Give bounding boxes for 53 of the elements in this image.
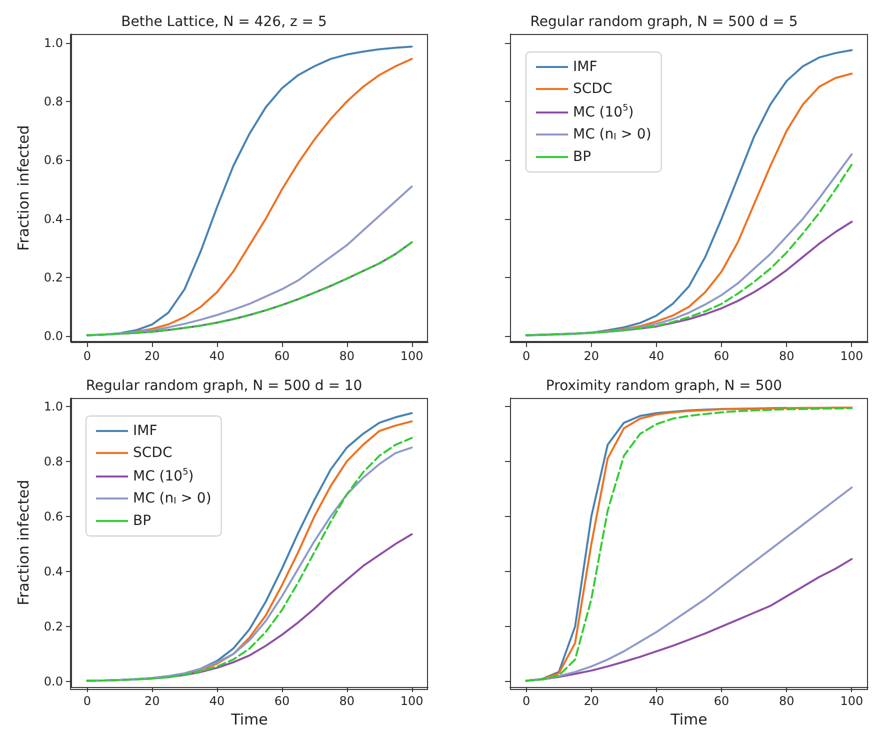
y-tick-label: 0.2 <box>44 270 63 284</box>
y-tick-label: 0.6 <box>44 153 63 168</box>
legend-label: SCDC <box>573 81 612 97</box>
x-tick-label: 80 <box>778 694 794 708</box>
x-tick-label: 0 <box>83 694 92 708</box>
x-tick-label: 100 <box>840 694 864 708</box>
y-tick-label: 0.4 <box>44 212 63 226</box>
x-tick-label: 80 <box>339 349 355 363</box>
x-tick-label: 100 <box>840 349 864 363</box>
chart-title: Regular random graph, N = 500 d = 5 <box>530 14 798 30</box>
x-tick-label: 60 <box>714 349 730 363</box>
x-axis-title: Time <box>670 710 708 728</box>
chart-title: Proximity random graph, N = 500 <box>546 378 782 394</box>
legend-label: BP <box>133 513 152 529</box>
legend-label: BP <box>573 149 592 165</box>
x-tick-label: 40 <box>209 694 225 708</box>
x-tick-label: 0 <box>83 349 92 363</box>
y-tick-label: 0.0 <box>44 674 63 689</box>
y-tick-label: 1.0 <box>44 399 63 414</box>
x-tick-label: 40 <box>209 349 225 363</box>
x-axis-title: Time <box>230 710 268 728</box>
x-tick-label: 40 <box>648 349 664 363</box>
y-tick-label: 0.8 <box>44 94 63 108</box>
y-axis-title: Fraction infected <box>14 480 32 606</box>
y-axis-title: Fraction infected <box>14 125 32 251</box>
chart-title: Regular random graph, N = 500 d = 10 <box>86 378 362 394</box>
y-tick-label: 0.4 <box>44 564 63 578</box>
x-tick-label: 60 <box>274 694 290 708</box>
y-tick-label: 0.2 <box>44 620 63 634</box>
legend-label: IMF <box>573 59 598 75</box>
chart-title: Bethe Lattice, N = 426, z = 5 <box>121 14 327 30</box>
x-tick-label: 0 <box>522 694 530 708</box>
legend-label: SCDC <box>133 445 172 461</box>
legend-label: MC (nI > 0) <box>573 126 652 142</box>
x-tick-label: 100 <box>400 694 424 708</box>
x-tick-label: 20 <box>584 349 600 363</box>
y-tick-label: 0.6 <box>44 509 63 524</box>
x-tick-label: 20 <box>144 349 160 363</box>
x-tick-label: 0 <box>522 349 530 363</box>
x-tick-label: 60 <box>274 349 290 363</box>
x-tick-label: 100 <box>400 349 424 363</box>
x-tick-label: 80 <box>339 694 355 708</box>
x-tick-label: 60 <box>714 694 730 708</box>
y-tick-label: 0.8 <box>44 454 63 468</box>
line-series <box>86 241 413 336</box>
x-tick-label: 20 <box>584 694 600 708</box>
y-tick-label: 1.0 <box>44 36 63 50</box>
legend-label: IMF <box>133 423 158 439</box>
legend-label: MC (nI > 0) <box>133 490 212 506</box>
y-tick-label: 0.0 <box>44 329 63 344</box>
x-tick-label: 80 <box>778 349 794 363</box>
x-tick-label: 40 <box>648 694 664 708</box>
x-tick-label: 20 <box>144 694 160 708</box>
